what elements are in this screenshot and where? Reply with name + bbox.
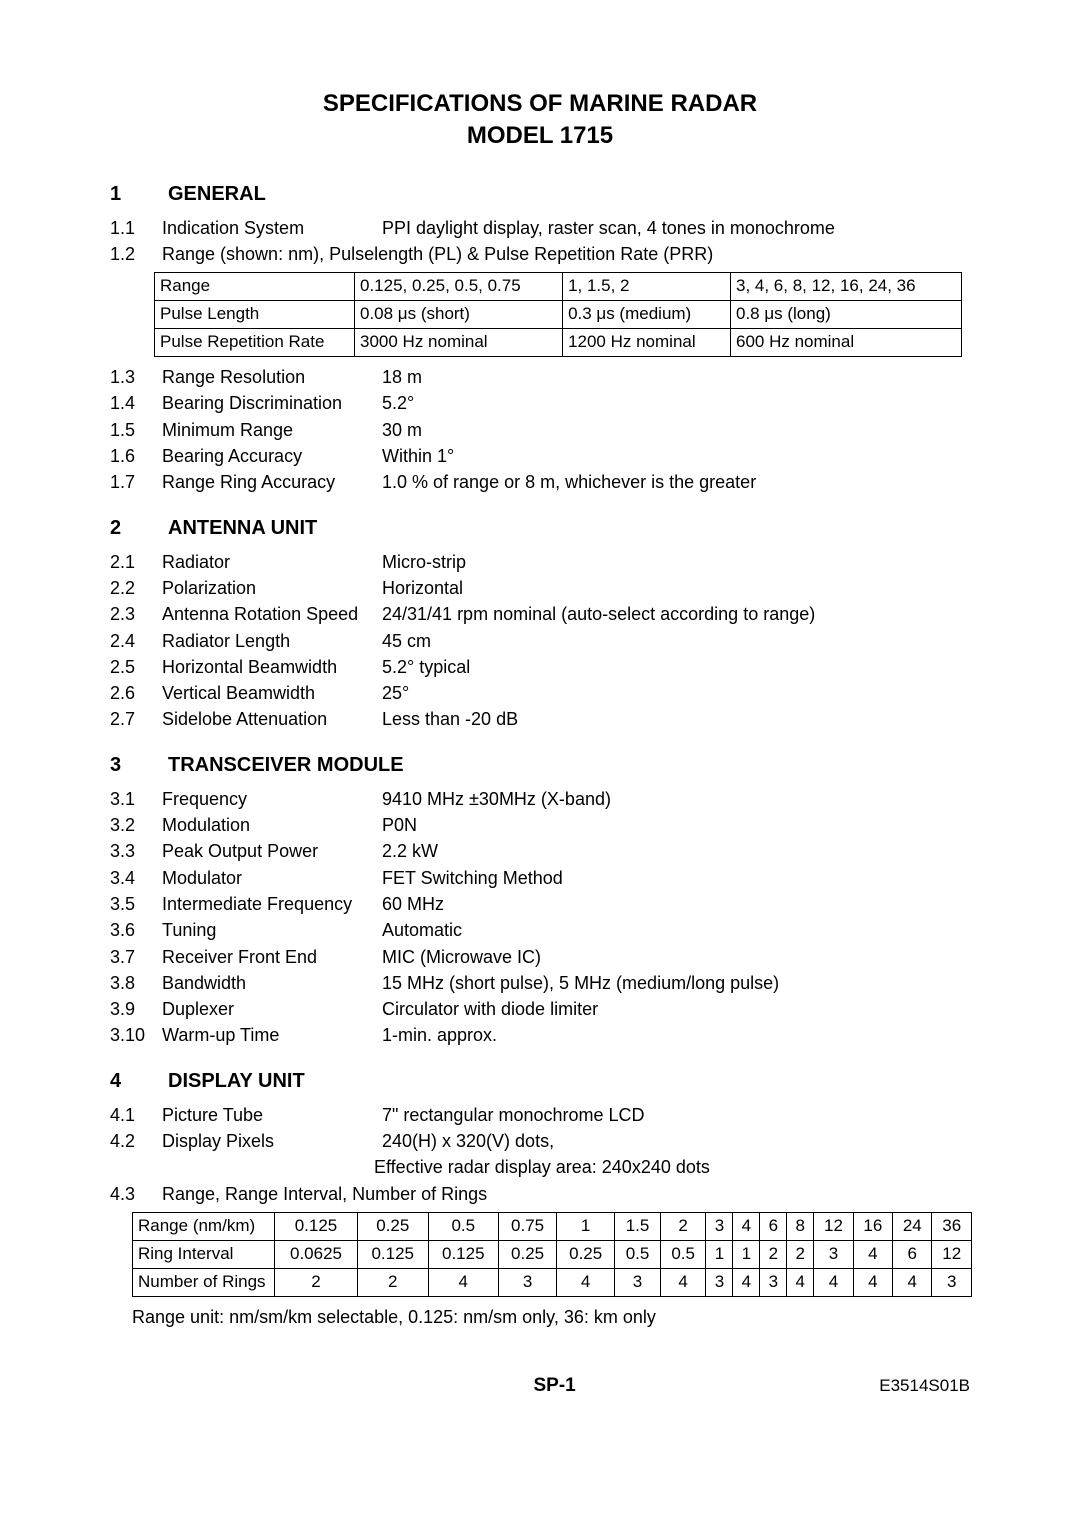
document-title-line1: SPECIFICATIONS OF MARINE RADAR	[110, 88, 970, 120]
table-row: Pulse Length0.08 μs (short)0.3 μs (mediu…	[155, 301, 962, 329]
section-1-num: 1	[110, 181, 144, 208]
spec-3-2: 3.2ModulationP0N	[110, 813, 970, 837]
spec-2-5: 2.5Horizontal Beamwidth5.2° typical	[110, 655, 970, 679]
range-rings-table: Range (nm/km)0.1250.250.50.7511.52346812…	[132, 1212, 972, 1297]
spec-2-7: 2.7Sidelobe AttenuationLess than -20 dB	[110, 707, 970, 731]
table-row: Range (nm/km)0.1250.250.50.7511.52346812…	[133, 1212, 972, 1240]
spec-idx: 1.2	[110, 242, 154, 266]
spec-1-6: 1.6Bearing AccuracyWithin 1°	[110, 444, 970, 468]
page-footer: SP-1 E3514S01B	[110, 1373, 970, 1399]
spec-2-6: 2.6Vertical Beamwidth25°	[110, 681, 970, 705]
table-row: Pulse Repetition Rate3000 Hz nominal1200…	[155, 329, 962, 357]
spec-3-3: 3.3Peak Output Power2.2 kW	[110, 839, 970, 863]
spec-value: PPI daylight display, raster scan, 4 ton…	[382, 216, 970, 240]
table-row: Range0.125, 0.25, 0.5, 0.751, 1.5, 23, 4…	[155, 273, 962, 301]
section-3-header: 3TRANSCEIVER MODULE	[110, 752, 970, 779]
doc-id: E3514S01B	[879, 1375, 970, 1398]
spec-3-7: 3.7Receiver Front EndMIC (Microwave IC)	[110, 945, 970, 969]
section-4-header: 4DISPLAY UNIT	[110, 1068, 970, 1095]
spec-1-4: 1.4Bearing Discrimination5.2°	[110, 391, 970, 415]
spec-3-1: 3.1Frequency9410 MHz ±30MHz (X-band)	[110, 787, 970, 811]
spec-3-4: 3.4ModulatorFET Switching Method	[110, 866, 970, 890]
spec-3-10: 3.10Warm-up Time1-min. approx.	[110, 1023, 970, 1047]
spec-text: Range (shown: nm), Pulselength (PL) & Pu…	[162, 242, 970, 266]
spec-2-2: 2.2PolarizationHorizontal	[110, 576, 970, 600]
document-title-line2: MODEL 1715	[110, 120, 970, 152]
range-pulse-table: Range0.125, 0.25, 0.5, 0.751, 1.5, 23, 4…	[154, 272, 962, 357]
spec-1-3: 1.3Range Resolution18 m	[110, 365, 970, 389]
spec-1-7: 1.7Range Ring Accuracy1.0 % of range or …	[110, 470, 970, 494]
section-1-header: 1 GENERAL	[110, 181, 970, 208]
spec-4-2-cont: Effective radar display area: 240x240 do…	[374, 1155, 970, 1179]
table2-note: Range unit: nm/sm/km selectable, 0.125: …	[132, 1305, 970, 1329]
spec-2-3: 2.3Antenna Rotation Speed24/31/41 rpm no…	[110, 602, 970, 626]
spec-1-1: 1.1 Indication System PPI daylight displ…	[110, 216, 970, 240]
spec-1-5: 1.5Minimum Range30 m	[110, 418, 970, 442]
spec-4-1: 4.1Picture Tube7" rectangular monochrome…	[110, 1103, 970, 1127]
spec-3-6: 3.6TuningAutomatic	[110, 918, 970, 942]
spec-label: Indication System	[162, 216, 374, 240]
spec-4-2: 4.2Display Pixels240(H) x 320(V) dots,	[110, 1129, 970, 1153]
spec-idx: 1.1	[110, 216, 154, 240]
spec-2-4: 2.4Radiator Length45 cm	[110, 629, 970, 653]
spec-3-8: 3.8Bandwidth15 MHz (short pulse), 5 MHz …	[110, 971, 970, 995]
spec-4-3: 4.3Range, Range Interval, Number of Ring…	[110, 1182, 970, 1206]
page-number: SP-1	[230, 1373, 879, 1399]
spec-3-5: 3.5Intermediate Frequency60 MHz	[110, 892, 970, 916]
spec-3-9: 3.9DuplexerCirculator with diode limiter	[110, 997, 970, 1021]
table-row: Ring Interval0.06250.1250.1250.250.250.5…	[133, 1240, 972, 1268]
spec-1-2: 1.2 Range (shown: nm), Pulselength (PL) …	[110, 242, 970, 266]
section-1-title: GENERAL	[168, 181, 266, 208]
spec-2-1: 2.1RadiatorMicro-strip	[110, 550, 970, 574]
table-row: Number of Rings224343434344443	[133, 1268, 972, 1296]
section-2-header: 2ANTENNA UNIT	[110, 515, 970, 542]
